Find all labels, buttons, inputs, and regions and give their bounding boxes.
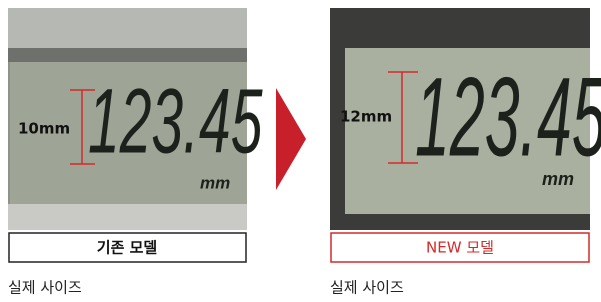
page: {"panels": [ {"measure": "10mm", "displa… bbox=[0, 0, 601, 298]
lcd-digits: 123.45 bbox=[415, 56, 601, 181]
caption: 실제 사이즈 bbox=[330, 279, 404, 297]
lcd-digits: 123.45 bbox=[88, 71, 263, 173]
measure-label: 10mm bbox=[18, 120, 70, 138]
old-model-panel: 123.45 mm 10mm 기존 모델 실제 사이즈 bbox=[8, 8, 263, 297]
device-top bbox=[8, 8, 247, 48]
model-label: 기존 모델 bbox=[97, 239, 158, 257]
caption: 실제 사이즈 bbox=[8, 279, 82, 297]
new-model-panel: 123.45 mm 12mm NEW 모델 실제 사이즈 bbox=[330, 8, 601, 297]
measure-label: 12mm bbox=[340, 108, 392, 126]
lcd-unit: mm bbox=[200, 173, 230, 192]
model-label: NEW 모델 bbox=[426, 239, 494, 257]
bezel bbox=[8, 48, 247, 62]
arrow bbox=[276, 88, 306, 190]
lcd-unit: mm bbox=[542, 169, 574, 189]
device-bottom bbox=[8, 204, 247, 230]
comparison: 123.45 mm 10mm 기존 모델 실제 사이즈 123.45 mm 12… bbox=[0, 0, 601, 298]
